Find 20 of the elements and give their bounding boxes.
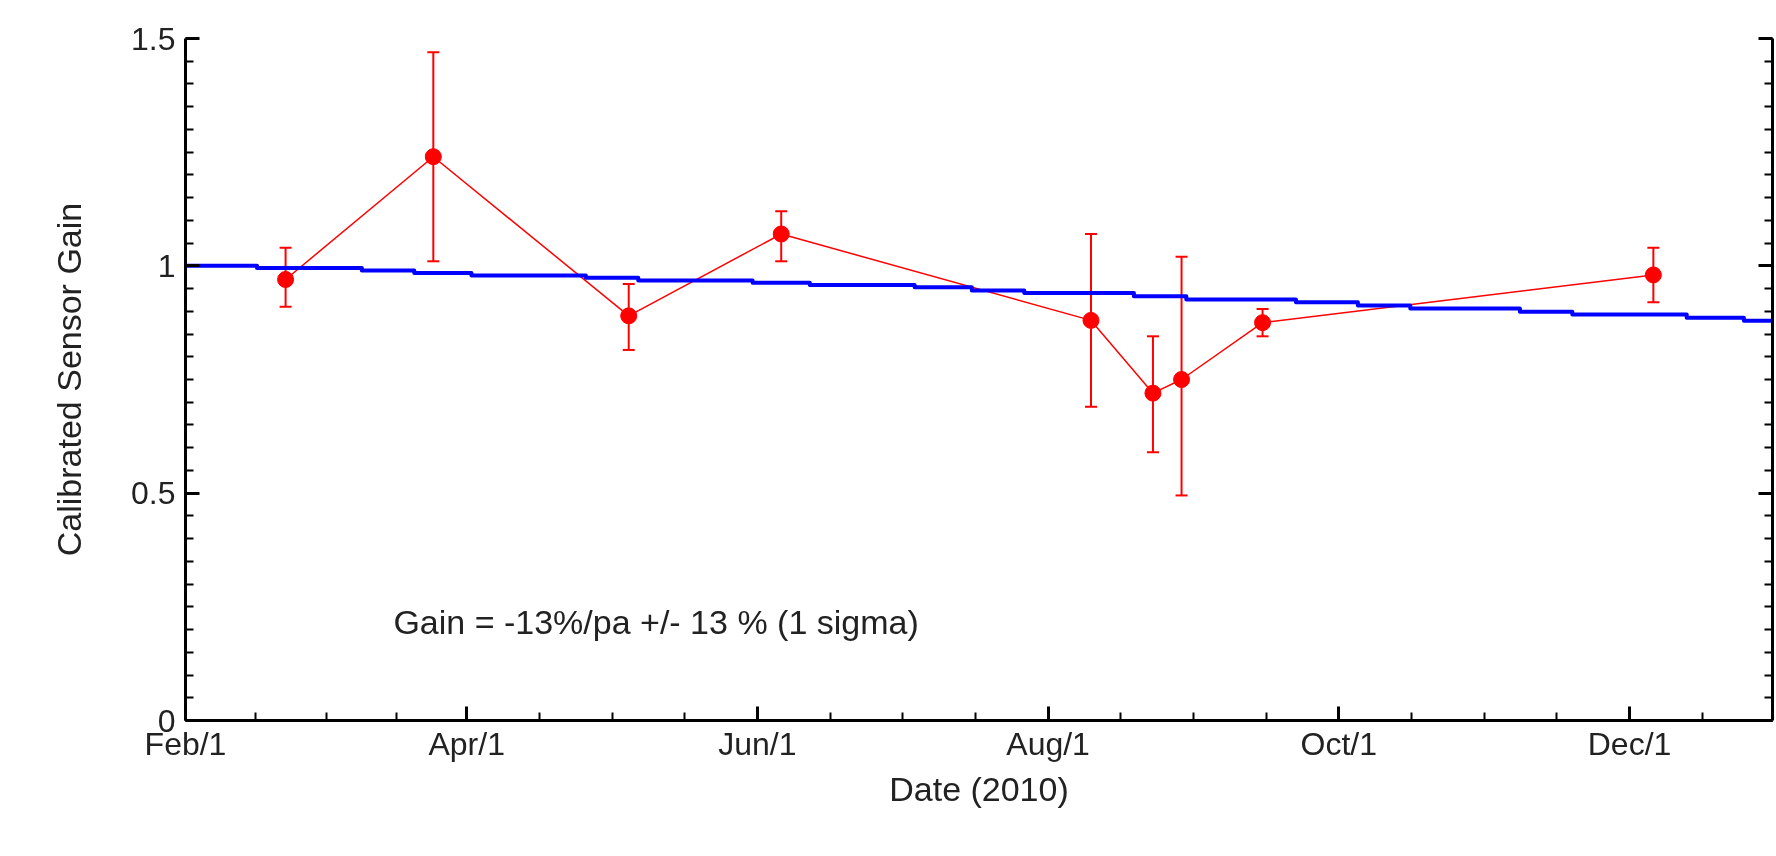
point: [424, 148, 442, 166]
x-tick-label: Oct/1: [1300, 725, 1378, 762]
point: [1144, 384, 1162, 402]
y-tick-label: 1.5: [131, 20, 176, 57]
point: [1254, 314, 1272, 332]
x-tick-label: Jun/1: [718, 725, 797, 762]
point: [1082, 311, 1100, 329]
point: [277, 270, 295, 288]
point: [620, 307, 638, 325]
x-tick-label: Aug/1: [1006, 725, 1090, 762]
point: [1173, 371, 1191, 388]
y-tick-label: 0.5: [131, 475, 176, 512]
annotation: Gain = -13%/pa +/- 13 % (1 sigma): [393, 602, 919, 641]
y-tick-label: 1: [157, 247, 176, 284]
point: [1644, 266, 1662, 284]
x-axis-title: Date (2010): [889, 769, 1069, 808]
x-tick-label: Apr/1: [428, 725, 505, 762]
y-axis-title: Calibrated Sensor Gain: [50, 202, 89, 557]
point: [772, 225, 790, 243]
x-tick-label: Dec/1: [1587, 725, 1672, 762]
